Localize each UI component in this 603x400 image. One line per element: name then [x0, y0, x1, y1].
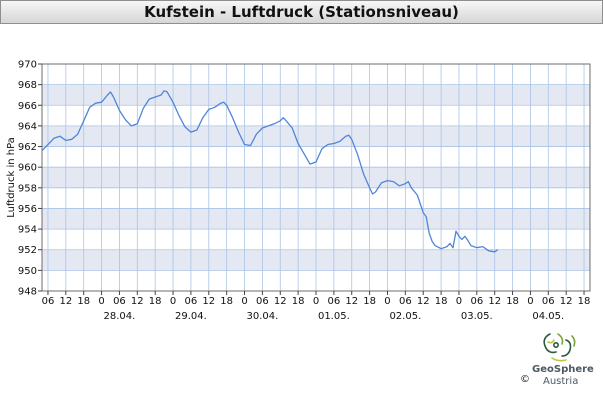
x-tick-label: 0	[241, 296, 247, 307]
series-line-0	[41, 90, 499, 253]
y-tick-label: 958	[18, 183, 37, 194]
x-tick-label: 06	[113, 296, 126, 307]
x-day-label: 30.04.	[246, 311, 278, 322]
x-tick-label: 18	[77, 296, 90, 307]
geosphere-logo	[528, 330, 598, 388]
x-day-label: 28.04.	[104, 311, 136, 322]
page-title: Kufstein - Luftdruck (Stationsniveau)	[144, 3, 459, 21]
y-tick-label: 956	[18, 204, 37, 215]
x-day-label: 01.05.	[318, 311, 350, 322]
x-tick-label: 12	[345, 296, 358, 307]
y-tick-label: 948	[18, 287, 37, 298]
y-axis-label: Luftdruck in hPa	[6, 137, 17, 218]
x-tick-label: 06	[542, 296, 555, 307]
y-tick-label: 966	[18, 101, 37, 112]
x-tick-label: 18	[506, 296, 519, 307]
x-day-label: 03.05.	[461, 311, 493, 322]
x-tick-label: 0	[170, 296, 176, 307]
x-axis-ticks: 06 12 18 0 06 12 18 0 06 12 18 0 06 12 18 0 06 12 18 0 06 12 1…	[42, 291, 591, 307]
y-tick-label: 954	[18, 225, 37, 236]
y-tick-label: 960	[18, 163, 37, 174]
x-tick-label: 18	[292, 296, 305, 307]
copyright-mark: ©	[520, 374, 530, 385]
x-day-label: 02.05.	[389, 311, 421, 322]
x-tick-label: 18	[149, 296, 162, 307]
y-tick-label: 968	[18, 80, 37, 91]
brand-name: GeoSphere	[532, 364, 594, 375]
x-tick-label: 0	[527, 296, 533, 307]
title-bar: Kufstein - Luftdruck (Stationsniveau)	[0, 0, 603, 24]
vertical-grid	[47, 64, 585, 291]
geosphere-logo-icon	[543, 333, 576, 362]
x-tick-label: 06	[399, 296, 412, 307]
y-axis-ticks: 948 950 952 954 956 958 960 962 964 966 968 970	[18, 60, 42, 298]
y-tick-label: 952	[18, 245, 37, 256]
x-tick-label: 0	[456, 296, 462, 307]
x-tick-label: 12	[274, 296, 287, 307]
x-tick-label: 18	[578, 296, 591, 307]
y-tick-label: 962	[18, 142, 37, 153]
x-tick-label: 18	[220, 296, 233, 307]
x-day-label: 04.05.	[532, 311, 564, 322]
brand-subtitle: Austria	[543, 376, 579, 387]
x-day-label: 29.04.	[175, 311, 207, 322]
x-tick-label: 06	[470, 296, 483, 307]
x-tick-label: 06	[256, 296, 269, 307]
x-tick-label: 12	[417, 296, 430, 307]
x-tick-label: 18	[363, 296, 376, 307]
x-tick-label: 12	[59, 296, 72, 307]
y-tick-label: 964	[18, 121, 37, 132]
x-tick-label: 0	[384, 296, 390, 307]
x-tick-label: 06	[42, 296, 55, 307]
x-axis-day-labels: 28.04. 29.04. 30.04. 01.05. 02.05. 03.05. 04.0…	[104, 311, 565, 322]
x-tick-label: 0	[313, 296, 319, 307]
x-tick-label: 18	[435, 296, 448, 307]
x-tick-label: 06	[185, 296, 198, 307]
x-tick-label: 0	[98, 296, 104, 307]
x-tick-label: 06	[328, 296, 341, 307]
x-tick-label: 12	[131, 296, 144, 307]
series-layer	[41, 90, 499, 253]
x-tick-label: 12	[560, 296, 573, 307]
x-tick-label: 12	[202, 296, 215, 307]
x-tick-label: 12	[488, 296, 501, 307]
y-tick-label: 950	[18, 266, 37, 277]
y-tick-label: 970	[18, 60, 37, 71]
